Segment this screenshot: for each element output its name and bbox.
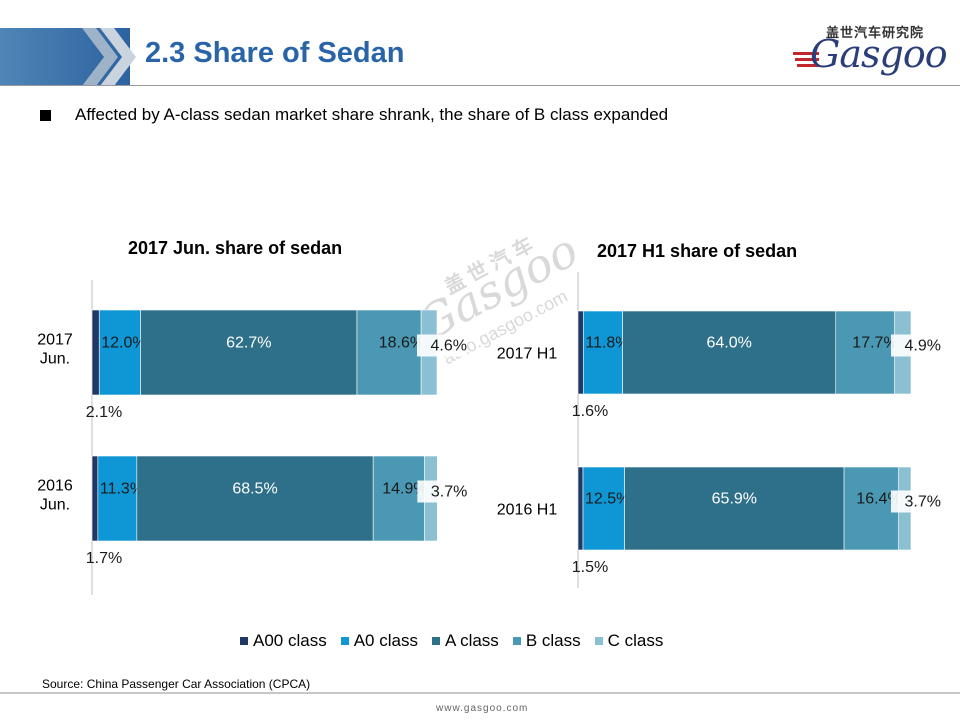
data-label: 16.4% bbox=[856, 491, 901, 508]
bar-segment-a0-class bbox=[583, 310, 623, 395]
data-label: 3.7% bbox=[431, 484, 467, 501]
data-label: 12.0% bbox=[101, 335, 146, 352]
legend-item: A0 class bbox=[340, 631, 418, 651]
title-divider bbox=[0, 85, 960, 86]
data-label: 64.0% bbox=[706, 335, 751, 352]
data-label: 62.7% bbox=[226, 335, 271, 352]
legend-label: A0 class bbox=[353, 631, 418, 650]
data-label: 4.6% bbox=[431, 338, 467, 355]
logo-chinese-text: 盖世汽车研究院 bbox=[826, 25, 925, 40]
source-note: Source: China Passenger Car Association … bbox=[42, 677, 311, 691]
data-label: 12.5% bbox=[585, 491, 630, 508]
bar-segment-b-class bbox=[356, 309, 422, 396]
data-label: 3.7% bbox=[905, 494, 941, 511]
page-title: 2.3 Share of Sedan bbox=[145, 37, 405, 69]
data-label: 11.8% bbox=[585, 335, 629, 352]
legend-swatch bbox=[594, 637, 603, 645]
chart-1-title: 2017 Jun. share of sedan bbox=[128, 238, 343, 258]
bar-segment-a0-class bbox=[97, 455, 138, 542]
legend-label: C class bbox=[607, 631, 664, 650]
logo-stripes-icon bbox=[793, 52, 819, 67]
data-label-background bbox=[891, 334, 941, 357]
data-label: 1.7% bbox=[86, 550, 122, 567]
bullet-text: Affected by A-class sedan market share s… bbox=[75, 105, 669, 124]
bar-segment-a0-class bbox=[98, 309, 141, 396]
data-label: 1.6% bbox=[572, 403, 608, 420]
data-label-background bbox=[417, 334, 467, 357]
legend-swatch bbox=[240, 637, 248, 645]
category-label: 2016 Jun. bbox=[37, 478, 73, 514]
legend-label: A00 class bbox=[253, 631, 327, 650]
bar-segment-a-class bbox=[622, 310, 837, 395]
legend-label: B class bbox=[525, 631, 581, 650]
footer-divider bbox=[0, 692, 960, 694]
bullet-square-icon bbox=[40, 110, 51, 121]
data-label: 14.9% bbox=[382, 481, 427, 498]
legend-item: A class bbox=[431, 631, 499, 651]
data-label: 11.3% bbox=[100, 481, 144, 498]
data-label: 68.5% bbox=[232, 481, 277, 498]
legend-item: C class bbox=[594, 631, 664, 651]
bar-segment-a00-class bbox=[577, 466, 584, 551]
category-label: 2017 H1 bbox=[497, 346, 558, 363]
chevron-decoration-icon bbox=[82, 28, 136, 86]
chart-2: 2017 H1 1.6% 11.8% 64.0% 17.7% 4.9% 2016 H1 1.5… bbox=[497, 272, 941, 588]
category-label: 2017 Jun. bbox=[37, 332, 73, 368]
legend-swatch bbox=[512, 637, 521, 645]
bar-segment-b-class bbox=[372, 455, 425, 542]
data-label: 1.5% bbox=[572, 559, 608, 576]
bar-segment-b-class bbox=[835, 310, 895, 395]
bar-segment-a-class bbox=[624, 466, 845, 551]
legend-label: A class bbox=[444, 631, 499, 650]
data-label: 65.9% bbox=[712, 491, 757, 508]
legend-item: B class bbox=[512, 631, 581, 651]
legend-swatch bbox=[340, 637, 349, 645]
bar-segment-a0-class bbox=[582, 466, 625, 551]
data-label-background bbox=[417, 480, 468, 503]
data-label: 4.9% bbox=[905, 338, 941, 355]
bar-segment-a-class bbox=[136, 455, 374, 542]
chart-1: 2017 Jun. 2.1% 12.0% 62.7% 18.6% 4.6% 2016 Jun. 1… bbox=[37, 280, 468, 595]
logo-wordmark: Gasgoo bbox=[810, 32, 948, 76]
data-label: 18.6% bbox=[379, 335, 424, 352]
footer-url: www.gasgoo.com bbox=[436, 703, 529, 714]
chart-legend: A00 class A0 class A class B class C class bbox=[240, 631, 663, 651]
category-label: 2016 H1 bbox=[497, 502, 558, 519]
data-label: 2.1% bbox=[86, 404, 122, 421]
bar-segment-a00-class bbox=[91, 309, 100, 396]
data-label-background bbox=[891, 490, 941, 513]
bar-segment-a00-class bbox=[91, 455, 99, 542]
bar-segment-a00-class bbox=[577, 310, 584, 395]
legend-item: A00 class bbox=[240, 631, 327, 651]
data-label: 17.7% bbox=[852, 335, 897, 352]
bar-segment-b-class bbox=[843, 466, 899, 551]
chart-2-title: 2017 H1 share of sedan bbox=[597, 241, 798, 261]
legend-swatch bbox=[431, 637, 440, 645]
bar-segment-a-class bbox=[140, 309, 358, 396]
